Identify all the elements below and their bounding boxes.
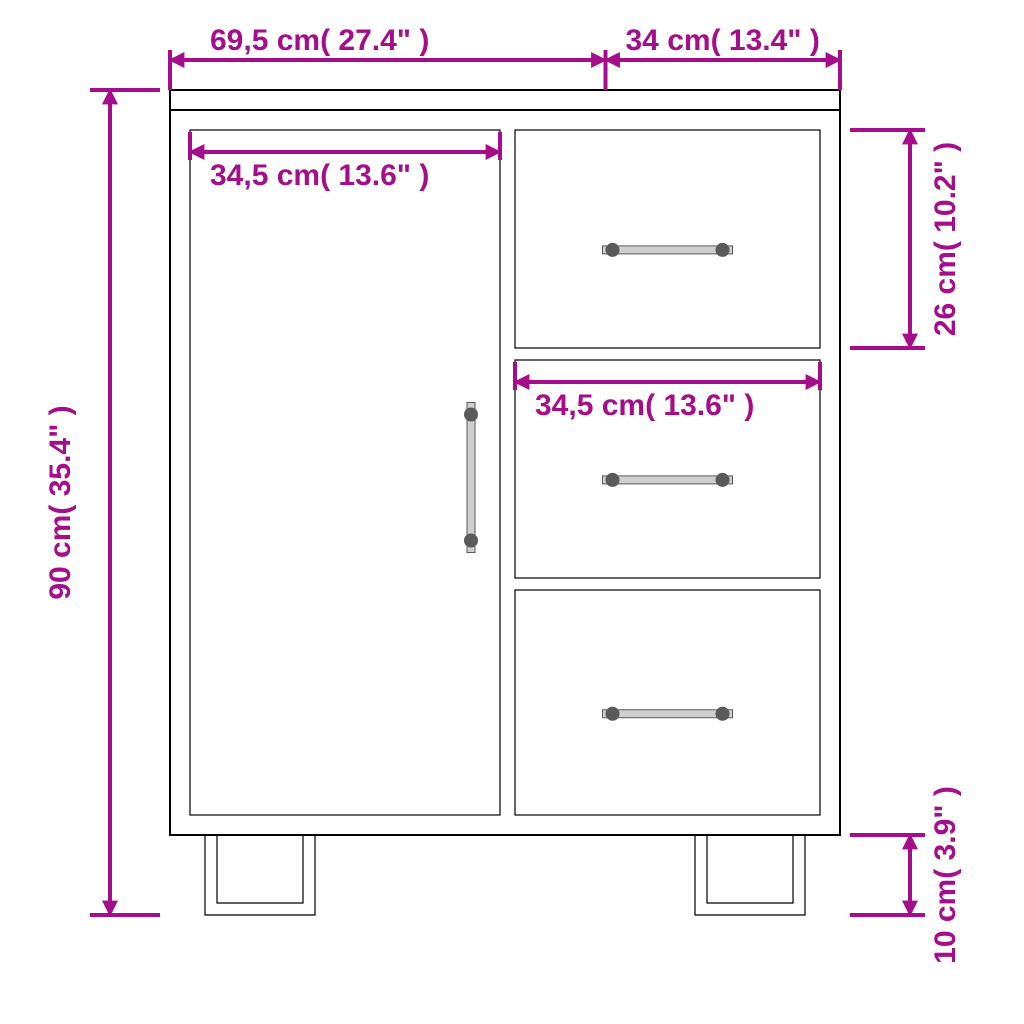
svg-text:10 cm( 3.9" ): 10 cm( 3.9" ) [929, 786, 962, 964]
svg-text:90 cm( 35.4" ): 90 cm( 35.4" ) [44, 405, 77, 599]
svg-text:34 cm( 13.4" ): 34 cm( 13.4" ) [626, 24, 820, 57]
svg-text:26 cm( 10.2" ): 26 cm( 10.2" ) [929, 142, 962, 336]
svg-text:34,5 cm( 13.6" ): 34,5 cm( 13.6" ) [210, 159, 429, 192]
svg-text:69,5 cm( 27.4" ): 69,5 cm( 27.4" ) [210, 24, 429, 57]
svg-text:34,5 cm( 13.6" ): 34,5 cm( 13.6" ) [535, 389, 754, 422]
